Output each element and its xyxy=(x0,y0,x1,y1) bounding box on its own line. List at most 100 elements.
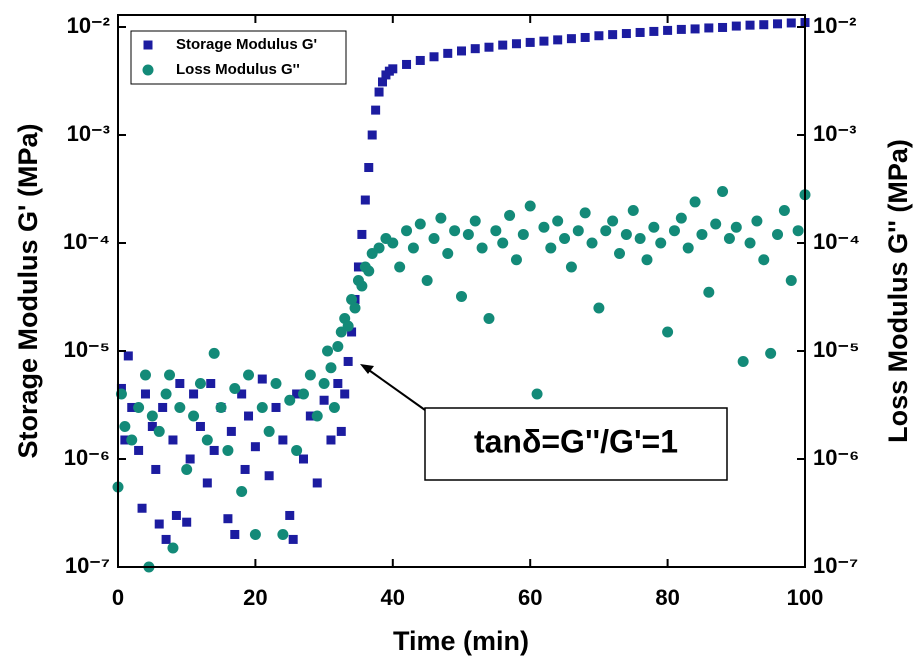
data-point xyxy=(751,215,763,227)
x-tick-label: 40 xyxy=(381,585,405,610)
data-point xyxy=(175,379,185,389)
y2-tick-label: 10⁻² xyxy=(813,13,856,38)
data-point xyxy=(249,528,261,540)
legend: Storage Modulus G' Loss Modulus G'' xyxy=(142,36,317,78)
data-point xyxy=(765,347,777,359)
data-point xyxy=(367,130,377,140)
plot-marks xyxy=(112,18,811,573)
data-point xyxy=(292,389,302,399)
data-point xyxy=(134,445,144,455)
data-point xyxy=(675,212,687,224)
data-point xyxy=(374,87,384,97)
data-point xyxy=(146,410,158,422)
data-point xyxy=(174,401,186,413)
data-point xyxy=(230,529,240,539)
data-point xyxy=(586,237,598,249)
data-point xyxy=(607,215,619,227)
data-point xyxy=(360,195,370,205)
data-point xyxy=(627,204,639,216)
data-point xyxy=(123,351,133,361)
plot-frame xyxy=(117,14,806,568)
data-point xyxy=(401,225,413,237)
data-point xyxy=(655,237,667,249)
y-tick-label: 10⁻⁴ xyxy=(63,229,110,254)
data-point xyxy=(240,464,250,474)
data-point xyxy=(696,228,708,240)
data-point xyxy=(332,341,344,353)
data-point xyxy=(745,20,755,30)
data-point xyxy=(443,48,453,58)
data-point xyxy=(126,434,138,446)
data-point xyxy=(483,312,495,324)
data-point xyxy=(229,382,241,394)
legend-label: Storage Modulus G' xyxy=(176,36,317,53)
data-point xyxy=(297,388,309,400)
data-point xyxy=(250,442,260,452)
data-point xyxy=(357,229,367,239)
data-point xyxy=(579,207,591,219)
data-point xyxy=(786,18,796,28)
data-point xyxy=(421,274,433,286)
data-point xyxy=(343,356,353,366)
data-point xyxy=(319,395,329,405)
data-point xyxy=(333,379,343,389)
data-point xyxy=(139,369,151,381)
data-point xyxy=(498,40,508,50)
data-point xyxy=(429,52,439,62)
data-point xyxy=(594,31,604,41)
data-point xyxy=(158,402,168,412)
data-point xyxy=(565,261,577,273)
data-point xyxy=(792,225,804,237)
data-point xyxy=(457,46,466,56)
data-point xyxy=(363,265,375,277)
data-point xyxy=(402,59,412,69)
data-point xyxy=(311,410,323,422)
data-point xyxy=(264,471,274,481)
data-point xyxy=(524,200,536,212)
data-point xyxy=(490,225,502,237)
data-point xyxy=(116,383,126,393)
data-point xyxy=(322,345,334,357)
data-point xyxy=(497,237,509,249)
data-point xyxy=(394,261,406,273)
x-axis-title: Time (min) xyxy=(393,626,529,656)
data-point xyxy=(449,225,461,237)
data-point xyxy=(621,29,631,39)
data-point xyxy=(704,23,714,33)
data-point xyxy=(703,286,715,298)
data-point xyxy=(545,242,557,254)
legend-marker xyxy=(142,64,154,76)
data-point xyxy=(347,327,357,337)
data-point xyxy=(538,221,550,233)
data-point xyxy=(484,42,494,52)
data-point xyxy=(662,326,674,338)
data-point xyxy=(620,228,632,240)
data-point xyxy=(649,26,659,36)
data-point xyxy=(236,486,248,498)
data-point xyxy=(772,228,784,240)
data-point xyxy=(608,30,618,40)
annotation-box xyxy=(424,407,728,481)
data-point xyxy=(208,347,220,359)
data-point xyxy=(373,242,385,254)
y-tick-label: 10⁻⁵ xyxy=(64,337,110,362)
legend-box xyxy=(130,30,347,85)
data-point xyxy=(785,274,797,286)
data-point xyxy=(215,401,227,413)
data-point xyxy=(202,478,212,488)
data-point xyxy=(415,55,425,65)
data-point xyxy=(263,425,275,437)
data-point xyxy=(291,444,303,456)
y2-tick-label: 10⁻³ xyxy=(813,121,856,146)
data-point xyxy=(773,19,783,29)
data-point xyxy=(731,21,741,31)
data-point xyxy=(718,22,728,32)
data-point xyxy=(758,254,770,266)
data-point xyxy=(318,378,330,390)
data-point xyxy=(223,514,233,524)
data-point xyxy=(120,435,130,445)
data-point xyxy=(476,242,488,254)
y-tick-label: 10⁻⁶ xyxy=(64,445,110,470)
data-point xyxy=(737,355,749,367)
data-point xyxy=(663,25,673,35)
